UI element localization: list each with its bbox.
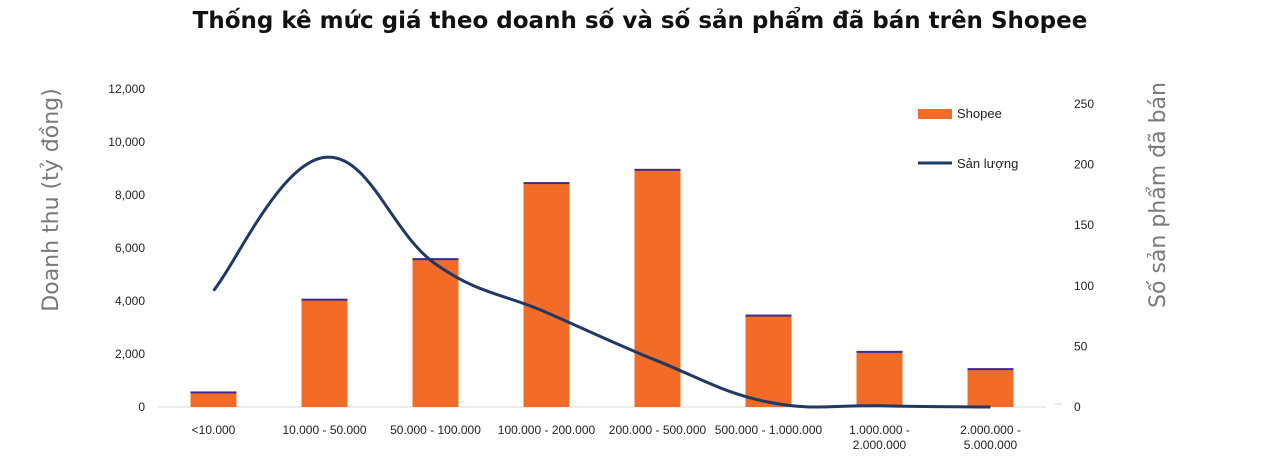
x-tick-label: 100.000 - 200.000 [498, 423, 596, 437]
y-tick-label: 4,000 [115, 294, 145, 308]
x-tick-label: 1.000.000 -2.000.000 [849, 423, 910, 452]
x-tick-label: <10.000 [192, 423, 236, 437]
line-san-luong [212, 155, 991, 409]
y-tick-label: 0 [138, 400, 145, 414]
y-tick-label: 10,000 [108, 135, 145, 149]
y2-tick-label: 150 [1074, 218, 1094, 232]
bar-cap-5 [634, 168, 681, 171]
right-axis-ticks: 0 50 100 150 200 250 [1074, 97, 1094, 414]
bar-shopee-5 [634, 169, 681, 407]
x-tick-label: 200.000 - 500.000 [609, 423, 707, 437]
bar-shopee-8 [967, 369, 1014, 407]
chart-title: Thống kê mức giá theo doanh số và số sản… [192, 8, 1088, 34]
bar-cap-4 [523, 182, 570, 185]
x-tick-label: 2.000.000 -5.000.000 [960, 423, 1021, 452]
legend: Shopee Sản lượng [918, 106, 1018, 171]
x-tick-label: 50.000 - 100.000 [390, 423, 481, 437]
bar-shopee-2 [301, 299, 348, 407]
x-tick-label: 500.000 - 1.000.000 [715, 423, 823, 437]
bar-shopee-4 [523, 183, 570, 407]
bar-cap-8 [967, 368, 1014, 371]
y-tick-label: 12,000 [108, 82, 145, 96]
bar-shopee-3 [412, 259, 459, 407]
x-axis-ticks: <10.000 10.000 - 50.000 50.000 - 100.000 10… [192, 423, 1021, 452]
legend-label-shopee: Shopee [957, 106, 1002, 121]
y-tick-label: 2,000 [115, 347, 145, 361]
legend-label-san-luong: Sản lượng [957, 156, 1018, 171]
right-axis-title: Số sản phẩm đã bán [1146, 82, 1171, 308]
bar-shopee-7 [856, 351, 903, 407]
line-series-san-luong [212, 155, 991, 409]
bar-shopee-1 [190, 392, 237, 407]
y2-tick-label: 250 [1074, 97, 1094, 111]
bar-cap-3 [412, 258, 459, 261]
bar-shopee-6 [745, 315, 792, 407]
left-axis-ticks: 0 2,000 4,000 6,000 8,000 10,000 12,000 [108, 82, 145, 414]
y2-tick-label: 0 [1074, 400, 1081, 414]
y2-tick-label: 50 [1074, 339, 1088, 353]
bar-cap-2 [301, 298, 348, 301]
y2-tick-label: 100 [1074, 279, 1094, 293]
bar-cap-1 [190, 391, 237, 394]
y-tick-label: 6,000 [115, 241, 145, 255]
bar-series-shopee [190, 168, 1014, 407]
x-tick-label: 10.000 - 50.000 [282, 423, 366, 437]
y-tick-label: 8,000 [115, 188, 145, 202]
y2-tick-label: 200 [1074, 158, 1094, 172]
legend-swatch-shopee [918, 109, 952, 119]
bar-cap-7 [856, 350, 903, 353]
left-axis-title: Doanh thu (tỷ đồng) [39, 88, 64, 311]
bar-cap-6 [745, 314, 792, 317]
